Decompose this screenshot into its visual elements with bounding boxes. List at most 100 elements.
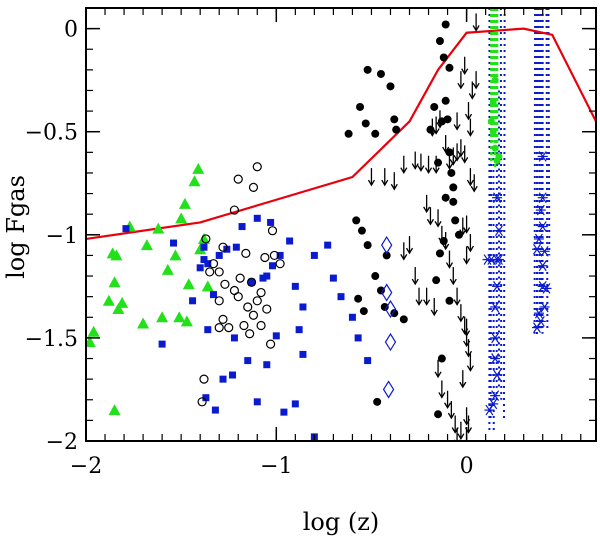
blue-dotted-trace bbox=[547, 8, 548, 330]
blue-asterisk-marker bbox=[490, 333, 500, 343]
green-triangle-marker bbox=[88, 326, 100, 337]
blue-asterisk-marker bbox=[484, 405, 494, 415]
upper-limit-arrow bbox=[446, 251, 452, 268]
open-circle-marker bbox=[198, 398, 206, 406]
green-dot-marker bbox=[492, 77, 499, 84]
blue-asterisk-marker bbox=[532, 244, 542, 254]
filled-circle-marker bbox=[434, 410, 442, 418]
blue-square-marker bbox=[292, 283, 299, 290]
upper-limit-arrow bbox=[467, 234, 473, 251]
filled-circle-marker bbox=[371, 272, 379, 280]
blue-asterisk-marker bbox=[536, 316, 546, 326]
filled-circle-marker bbox=[442, 194, 450, 202]
series-open-circles bbox=[198, 163, 284, 406]
filled-circle-marker bbox=[358, 227, 366, 235]
blue-square-marker bbox=[122, 225, 129, 232]
open-circle-marker bbox=[261, 253, 269, 261]
open-circle-marker bbox=[249, 183, 257, 191]
blue-square-marker bbox=[263, 361, 270, 368]
open-circle-marker bbox=[257, 322, 265, 330]
open-circle-marker bbox=[240, 322, 248, 330]
upper-limit-arrow bbox=[466, 102, 472, 119]
filled-circle-marker bbox=[432, 276, 440, 284]
upper-limit-arrow bbox=[401, 242, 407, 259]
open-circle-marker bbox=[268, 227, 276, 235]
open-circle-marker bbox=[234, 293, 242, 301]
upper-limit-arrow bbox=[407, 236, 413, 253]
filled-circle-marker bbox=[364, 66, 372, 74]
upper-limit-arrow bbox=[416, 288, 422, 305]
open-circle-marker bbox=[276, 260, 284, 268]
green-triangle-marker bbox=[137, 317, 149, 328]
open-circle-marker bbox=[236, 274, 244, 282]
upper-limit-arrow bbox=[458, 71, 464, 88]
x-tick-label: −1 bbox=[260, 454, 292, 479]
green-dot-marker bbox=[488, 118, 495, 125]
green-triangle-marker bbox=[188, 175, 200, 186]
upper-limit-arrow bbox=[412, 152, 418, 169]
x-tick-label: 0 bbox=[460, 454, 474, 479]
open-circle-marker bbox=[263, 305, 271, 313]
blue-square-marker bbox=[204, 326, 211, 333]
blue-square-marker bbox=[220, 376, 227, 383]
blue-square-marker bbox=[233, 244, 240, 251]
blue-square-marker bbox=[239, 223, 246, 230]
green-triangle-marker bbox=[183, 278, 195, 289]
filled-circle-marker bbox=[400, 315, 408, 323]
blue-dotted-trace bbox=[548, 8, 549, 255]
filled-circle-marker bbox=[345, 130, 353, 138]
blue-dotted-trace bbox=[539, 8, 540, 328]
filled-circle-marker bbox=[436, 37, 444, 45]
green-triangle-marker bbox=[103, 295, 115, 306]
upper-limit-arrow bbox=[445, 391, 451, 408]
blue-square-marker bbox=[216, 252, 223, 259]
upper-limit-arrow bbox=[467, 168, 473, 185]
y-tick-label: 0 bbox=[64, 18, 78, 43]
upper-limit-arrow bbox=[443, 135, 449, 152]
green-triangle-marker bbox=[175, 212, 187, 223]
blue-square-marker bbox=[267, 219, 274, 226]
blue-square-marker bbox=[296, 326, 303, 333]
upper-limit-arrow bbox=[458, 422, 464, 439]
plot-frame bbox=[86, 8, 596, 441]
upper-limit-arrow bbox=[439, 380, 445, 397]
blue-square-marker bbox=[349, 314, 356, 321]
filled-circle-marker bbox=[392, 126, 400, 134]
open-circle-marker bbox=[253, 297, 261, 305]
green-triangle-marker bbox=[109, 404, 121, 415]
open-circle-marker bbox=[221, 280, 229, 288]
upper-limit-arrow bbox=[418, 154, 424, 171]
filled-circle-marker bbox=[377, 70, 385, 78]
green-dot-marker bbox=[492, 145, 499, 152]
blue-diamond-marker bbox=[384, 381, 394, 397]
upper-limit-arrow bbox=[458, 304, 464, 321]
green-triangle-marker bbox=[173, 311, 185, 322]
blue-square-marker bbox=[254, 215, 261, 222]
blue-square-marker bbox=[299, 351, 306, 358]
blue-diamond-marker bbox=[382, 237, 392, 253]
green-dot-marker bbox=[495, 153, 502, 160]
blue-square-marker bbox=[299, 303, 306, 310]
filled-circle-marker bbox=[371, 130, 379, 138]
filled-circle-marker bbox=[438, 355, 446, 363]
filled-circle-marker bbox=[442, 97, 450, 105]
filled-circle-marker bbox=[451, 216, 459, 224]
blue-asterisk-marker bbox=[494, 226, 504, 236]
green-triangle-marker bbox=[109, 276, 121, 287]
upper-limit-arrow bbox=[401, 156, 407, 173]
filled-circle-marker bbox=[445, 297, 453, 305]
blue-square-marker bbox=[292, 400, 299, 407]
y-axis-label: log Fgas bbox=[2, 175, 30, 279]
series-blue-asterisks bbox=[483, 151, 552, 415]
filled-circle-marker bbox=[354, 295, 362, 303]
upper-limit-arrow bbox=[454, 143, 460, 160]
blue-square-marker bbox=[212, 407, 219, 414]
upper-limit-arrow bbox=[467, 119, 473, 136]
blue-square-marker bbox=[210, 291, 217, 298]
upper-limit-arrow bbox=[424, 195, 430, 212]
filled-circle-marker bbox=[352, 216, 360, 224]
blue-square-marker bbox=[273, 332, 280, 339]
blue-dotted-trace bbox=[535, 8, 536, 334]
filled-circle-marker bbox=[436, 249, 444, 257]
blue-square-marker bbox=[286, 237, 293, 244]
